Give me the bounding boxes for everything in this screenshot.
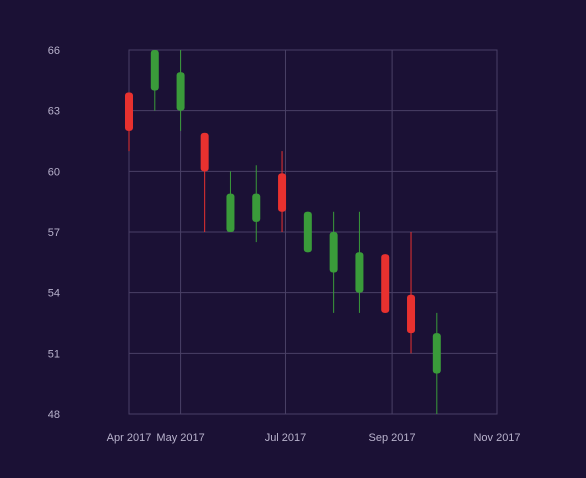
candle-body-up [329, 232, 338, 273]
y-tick-label: 48 [48, 409, 60, 421]
candle-body-down [200, 132, 209, 172]
candle-body-up [355, 252, 364, 293]
y-tick-label: 66 [48, 45, 60, 57]
x-tick-label: Nov 2017 [473, 432, 520, 444]
candle-body-down [125, 92, 133, 131]
candle-body-up [150, 50, 159, 91]
candle-body-up [226, 193, 235, 232]
x-tick-label: Apr 2017 [107, 432, 152, 444]
candle-body-down [278, 173, 287, 212]
candle-body-up [303, 211, 312, 253]
candle-body-down [381, 254, 390, 313]
x-tick-label: May 2017 [156, 432, 204, 444]
y-tick-label: 51 [48, 348, 60, 360]
candle-body-up [252, 193, 261, 222]
x-tick-label: Sep 2017 [369, 432, 416, 444]
y-tick-label: 54 [48, 288, 60, 300]
y-tick-label: 63 [48, 106, 60, 118]
candle-body-up [176, 72, 185, 111]
y-tick-label: 57 [48, 227, 60, 239]
candle-body-down [407, 294, 416, 334]
candle-body-up [432, 333, 441, 374]
y-tick-label: 60 [48, 166, 60, 178]
x-tick-label: Jul 2017 [265, 432, 307, 444]
